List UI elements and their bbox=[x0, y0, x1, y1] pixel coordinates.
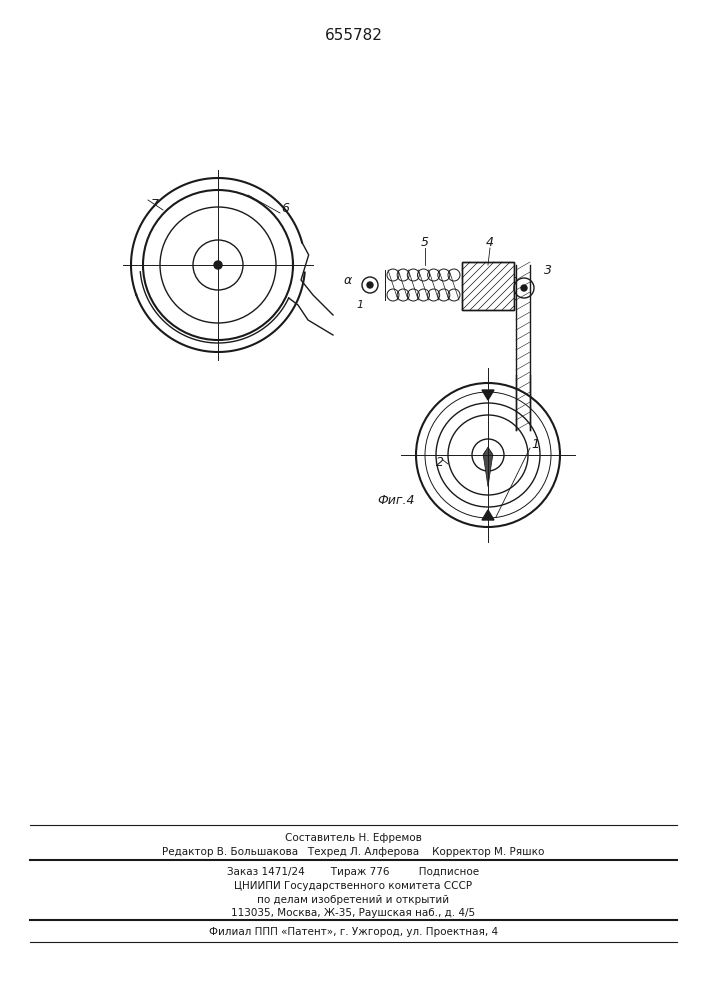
Polygon shape bbox=[482, 510, 494, 520]
Text: 5: 5 bbox=[421, 236, 429, 249]
Text: Фиг.4: Фиг.4 bbox=[378, 493, 415, 506]
Text: 6: 6 bbox=[281, 202, 289, 215]
Text: 7: 7 bbox=[151, 198, 159, 212]
Text: 1: 1 bbox=[356, 300, 363, 310]
Text: Филиал ППП «Патент», г. Ужгород, ул. Проектная, 4: Филиал ППП «Патент», г. Ужгород, ул. Про… bbox=[209, 927, 498, 937]
Circle shape bbox=[521, 285, 527, 291]
Text: ЦНИИПИ Государственного комитета СССР: ЦНИИПИ Государственного комитета СССР bbox=[235, 881, 472, 891]
Text: 4: 4 bbox=[486, 236, 494, 249]
Bar bbox=[462, 262, 514, 310]
Text: α: α bbox=[344, 273, 352, 286]
Text: по делам изобретений и открытий: по делам изобретений и открытий bbox=[257, 895, 450, 905]
Text: 113035, Москва, Ж-35, Раушская наб., д. 4/5: 113035, Москва, Ж-35, Раушская наб., д. … bbox=[231, 908, 476, 918]
Circle shape bbox=[367, 282, 373, 288]
Polygon shape bbox=[483, 447, 493, 487]
Bar bbox=[462, 262, 514, 310]
Circle shape bbox=[484, 451, 492, 459]
Text: 1: 1 bbox=[531, 438, 539, 452]
Text: Редактор В. Большакова   Техред Л. Алферова    Корректор М. Ряшко: Редактор В. Большакова Техред Л. Алферов… bbox=[163, 847, 544, 857]
Text: 2: 2 bbox=[436, 456, 444, 468]
Polygon shape bbox=[482, 390, 494, 400]
Text: Заказ 1471/24        Тираж 776         Подписное: Заказ 1471/24 Тираж 776 Подписное bbox=[228, 867, 479, 877]
Circle shape bbox=[214, 261, 222, 269]
Text: 3: 3 bbox=[544, 263, 552, 276]
Text: Составитель Н. Ефремов: Составитель Н. Ефремов bbox=[285, 833, 422, 843]
Text: 655782: 655782 bbox=[325, 27, 382, 42]
